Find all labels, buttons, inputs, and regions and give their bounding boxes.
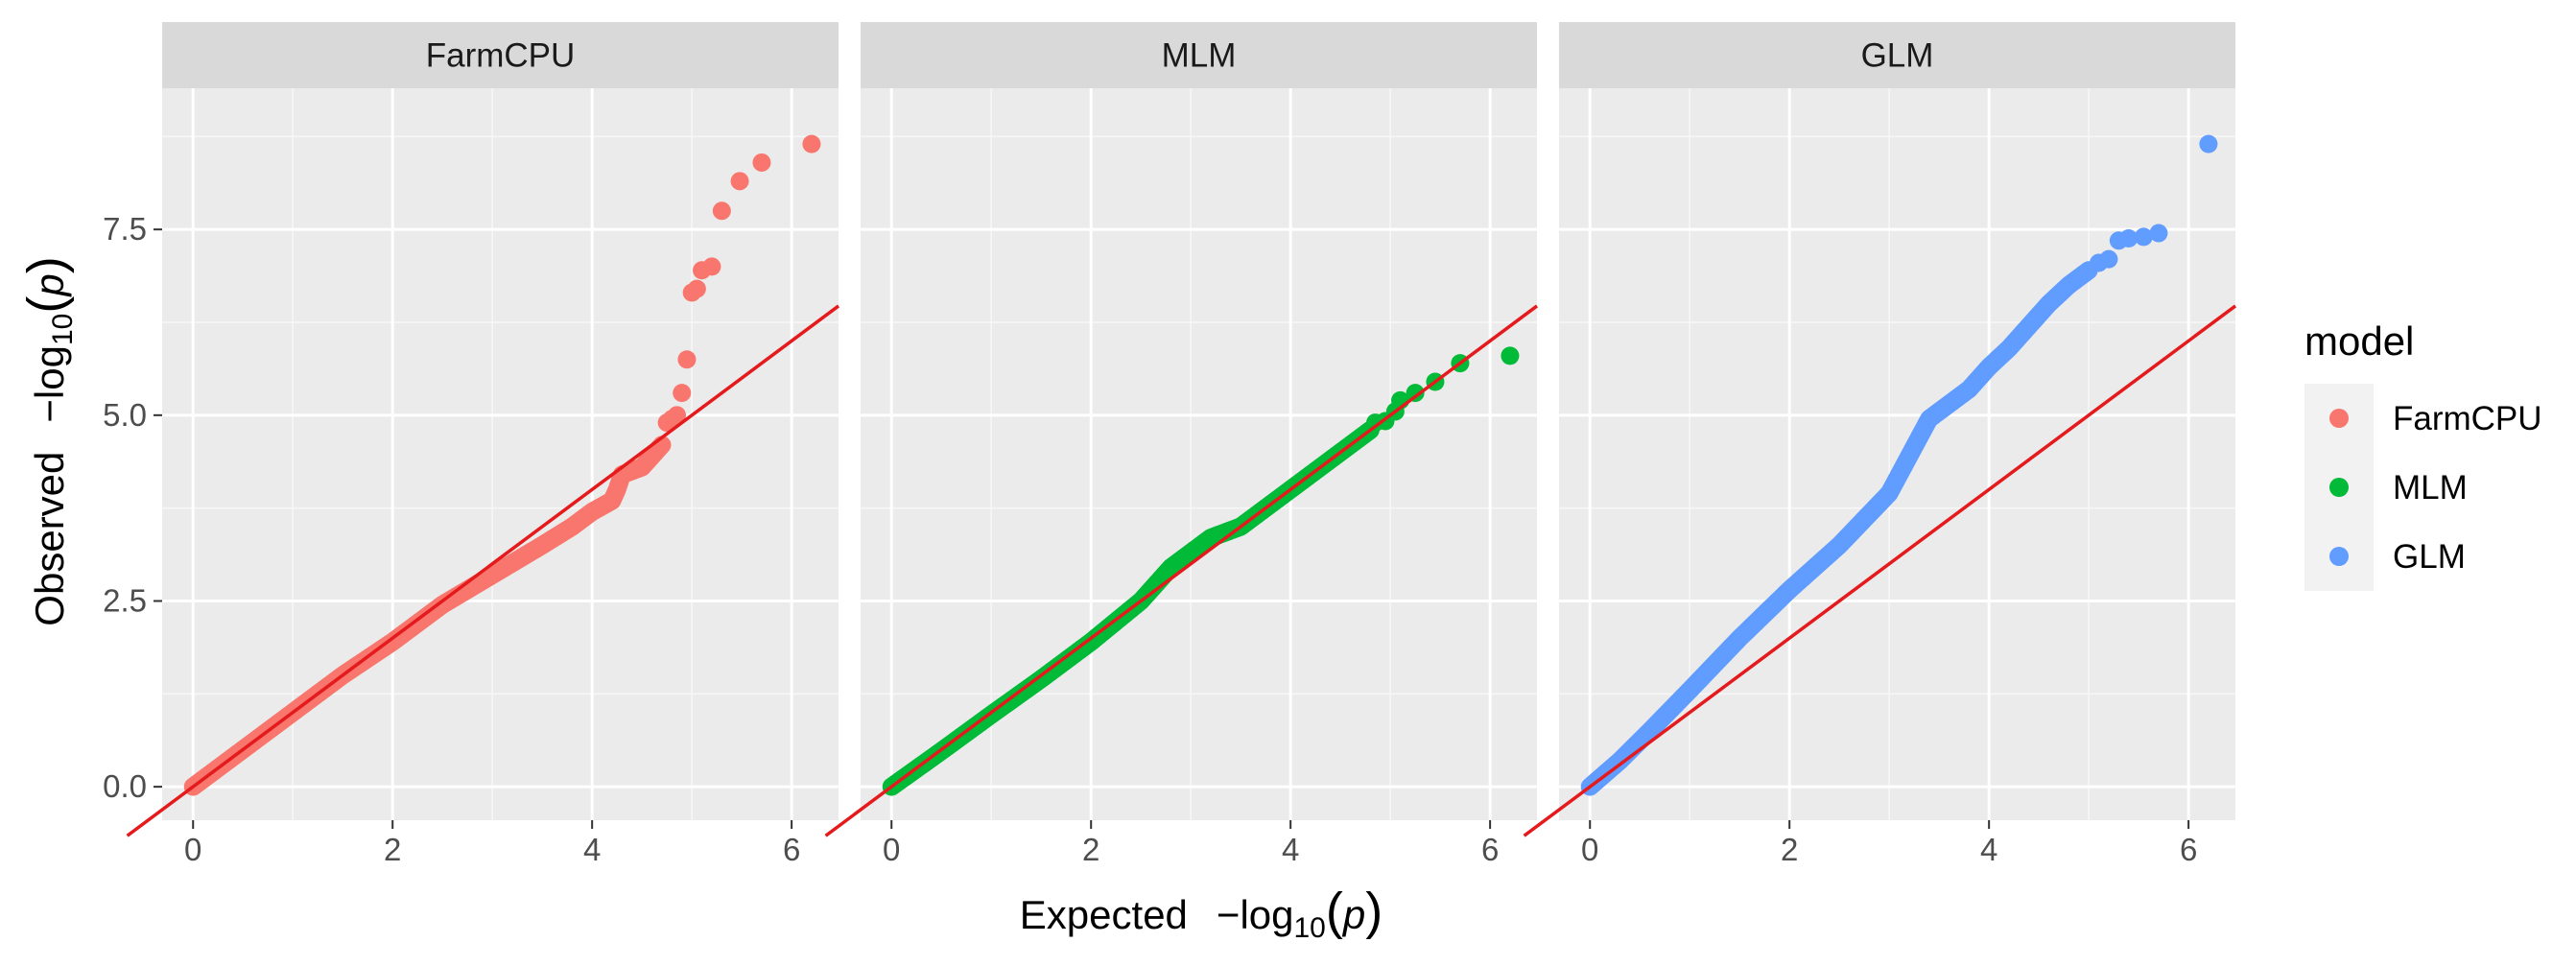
- facet-strip: [1559, 22, 2235, 88]
- svg-text:Expected−log10(p): Expected −log10(p): [1020, 883, 1383, 944]
- y-axis-title: Observed −log10(p): [17, 256, 79, 625]
- facet-panel-farmcpu: FarmCPU: [126, 22, 840, 837]
- facet-panel-glm: GLM: [1523, 22, 2237, 837]
- legend: model FarmCPU MLM GLM: [2304, 318, 2542, 591]
- x-tick-label: 4: [1980, 832, 1997, 867]
- x-axis-glm: 0 2 4 6: [1581, 820, 2197, 867]
- facet-strip: [861, 22, 1537, 88]
- data-point-outlier: [712, 201, 731, 221]
- facet-strip-label: MLM: [1162, 37, 1237, 75]
- legend-label-farmcpu: FarmCPU: [2393, 400, 2542, 437]
- y-axis-title-sub: 10: [47, 314, 79, 345]
- y-axis-title-minus: −log: [27, 345, 72, 423]
- data-point-outlier: [730, 172, 749, 191]
- x-axis-title-open: (: [1326, 883, 1343, 940]
- legend-label-glm: GLM: [2393, 538, 2466, 576]
- x-axis: 0 2 4 6 0 2 4 6 0 2 4 6: [184, 820, 2197, 867]
- legend-key-glm: [2329, 547, 2349, 566]
- data-point-outlier: [687, 279, 706, 298]
- x-tick-label: 2: [384, 832, 401, 867]
- legend-key-farmcpu: [2329, 409, 2349, 428]
- x-axis-title-sub: 10: [1294, 912, 1326, 944]
- series-points-glm: [1580, 134, 2218, 796]
- panel-background: [861, 88, 1537, 820]
- y-axis-title-close: ): [17, 256, 75, 273]
- data-point-outlier: [2199, 134, 2218, 153]
- facet-panel-mlm: MLM: [824, 22, 1539, 837]
- panel-background: [162, 88, 839, 820]
- x-tick-label: 2: [1082, 832, 1099, 867]
- data-point-outlier: [1406, 384, 1425, 403]
- x-axis-title-main: Expected: [1020, 892, 1188, 937]
- panel-grid: [162, 88, 839, 820]
- y-axis-title-open: (: [17, 296, 75, 314]
- data-point-outlier: [1501, 346, 1520, 365]
- x-tick-label: 4: [1282, 832, 1299, 867]
- data-point-outlier: [702, 257, 721, 276]
- data-point-outlier: [2134, 227, 2153, 247]
- x-axis-title-minus: −log: [1217, 892, 1294, 937]
- legend-entries: FarmCPU MLM GLM: [2329, 400, 2542, 576]
- legend-title: model: [2304, 318, 2414, 364]
- x-tick-label: 0: [184, 832, 201, 867]
- y-axis: 0.0 2.5 5.0 7.5: [103, 211, 162, 804]
- data-point-outlier: [802, 134, 821, 153]
- y-tick-label: 2.5: [103, 582, 147, 618]
- x-tick-label: 0: [883, 832, 900, 867]
- x-tick-label: 4: [583, 832, 601, 867]
- data-point-outlier: [2119, 228, 2139, 247]
- reference-line: [126, 304, 840, 837]
- x-tick-label: 6: [2180, 832, 2197, 867]
- x-axis-farmcpu: 0 2 4 6: [184, 820, 800, 867]
- svg-text:Observed−log10(p): Observed −log10(p): [17, 256, 79, 625]
- data-point-outlier: [668, 406, 687, 425]
- x-axis-title-var: p: [1341, 892, 1365, 937]
- facet-strip-label: FarmCPU: [426, 37, 576, 75]
- facet-strip: [162, 22, 839, 88]
- y-tick-label: 0.0: [103, 768, 147, 804]
- data-point-outlier: [752, 153, 771, 172]
- x-axis-mlm: 0 2 4 6: [883, 820, 1499, 867]
- x-tick-label: 6: [1481, 832, 1499, 867]
- y-tick-label: 7.5: [103, 211, 147, 247]
- x-tick-label: 2: [1781, 832, 1798, 867]
- x-tick-label: 6: [783, 832, 800, 867]
- data-point-outlier: [2099, 249, 2118, 269]
- data-point-outlier: [677, 350, 697, 369]
- facet-panels: FarmCPU MLM GLM: [126, 22, 2237, 837]
- x-axis-title-close: ): [1365, 883, 1383, 940]
- y-axis-title-main: Observed: [27, 452, 72, 626]
- x-tick-label: 0: [1581, 832, 1598, 867]
- facet-strip-label: GLM: [1861, 37, 1934, 75]
- panel-grid: [861, 88, 1537, 820]
- y-tick-label: 5.0: [103, 397, 147, 433]
- reference-line: [824, 304, 1539, 837]
- x-axis-title: Expected −log10(p): [1020, 883, 1383, 944]
- legend-key-mlm: [2329, 478, 2349, 497]
- reference-line: [1523, 304, 2237, 837]
- legend-label-mlm: MLM: [2393, 469, 2468, 507]
- data-point-outlier: [673, 384, 692, 403]
- data-point-outlier: [2149, 224, 2168, 243]
- y-axis-title-var: p: [27, 273, 72, 297]
